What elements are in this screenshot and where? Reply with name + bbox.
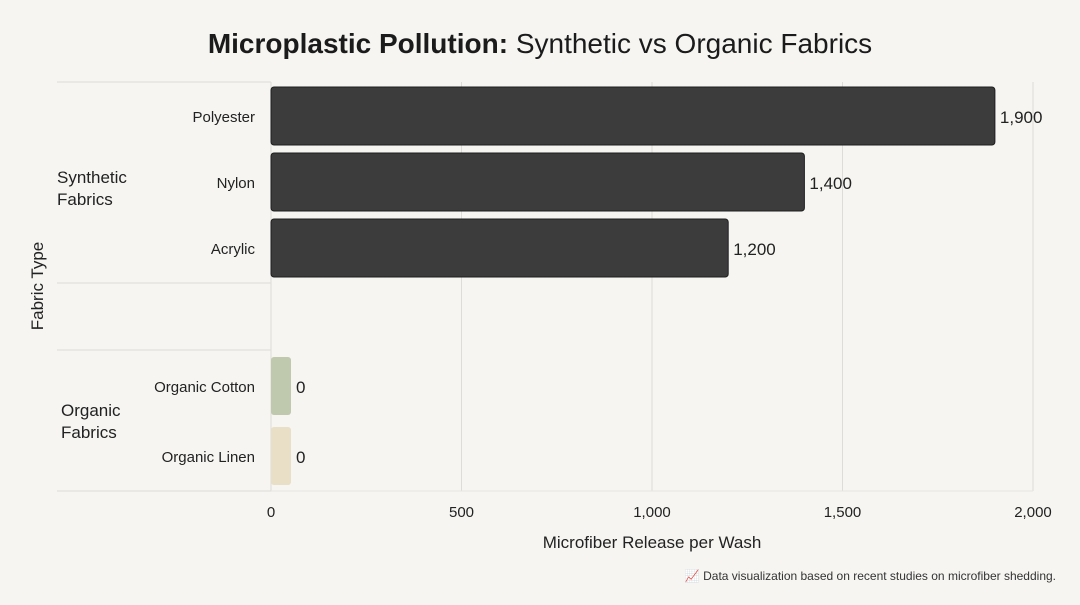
x-tick-label: 500	[449, 504, 474, 521]
group-label: Fabrics	[61, 423, 117, 442]
bar	[270, 218, 729, 278]
bar	[270, 86, 996, 146]
bar	[271, 357, 291, 415]
data-label: 0	[296, 378, 305, 397]
bar	[271, 427, 291, 485]
x-axis-title: Microfiber Release per Wash	[543, 533, 762, 552]
x-tick-label: 1,000	[633, 504, 671, 521]
bar	[270, 152, 805, 212]
group-label: Fabrics	[57, 190, 113, 209]
group-label: Synthetic	[57, 168, 127, 187]
data-label: 1,900	[1000, 108, 1043, 127]
category-label: Polyester	[192, 109, 255, 126]
x-tick-label: 0	[267, 504, 275, 521]
category-label: Acrylic	[211, 241, 256, 258]
y-axis-title: Fabric Type	[28, 242, 47, 331]
category-label: Nylon	[217, 175, 255, 192]
category-label: Organic Cotton	[154, 379, 255, 396]
x-tick-label: 1,500	[824, 504, 862, 521]
chart-increasing-icon: 📈	[684, 569, 700, 583]
data-label: 1,400	[809, 174, 852, 193]
footnote: 📈 Data visualization based on recent stu…	[684, 569, 1056, 583]
category-label: Organic Linen	[162, 449, 255, 466]
x-tick-label: 2,000	[1014, 504, 1052, 521]
data-label: 1,200	[733, 240, 776, 259]
chart-title: Microplastic Pollution: Synthetic vs Org…	[207, 28, 873, 59]
group-label: Organic	[61, 401, 121, 420]
data-label: 0	[296, 448, 305, 467]
